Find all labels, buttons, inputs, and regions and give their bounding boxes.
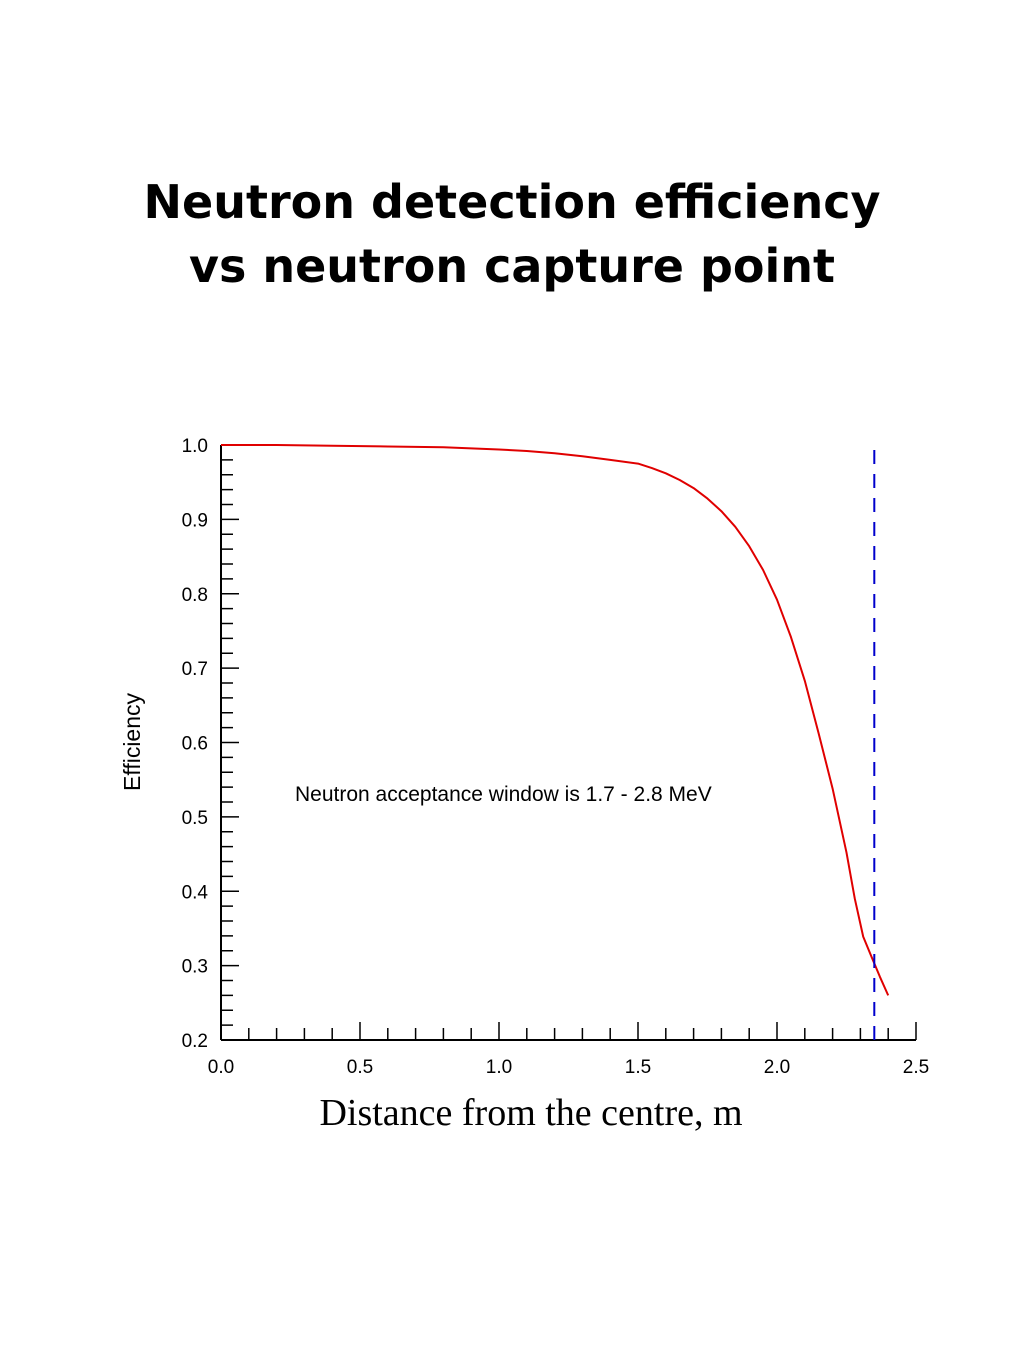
x-tick-label: 0.5 — [347, 1057, 373, 1078]
slide-title-line-1: Neutron detection efficiency — [143, 175, 881, 229]
efficiency-curve — [221, 444, 890, 996]
x-tick-label: 0.0 — [208, 1057, 234, 1078]
x-tick-label: 1.0 — [486, 1057, 512, 1078]
chart-ticks: 0.2 0.3 0.4 0.5 0.6 0.7 0.8 0.9 1.0 0.0 0.5 1.0 1.5 2… — [182, 436, 930, 1078]
y-tick-label: 0.8 — [182, 585, 208, 606]
slide-title: Neutron detection efficiency vs neutron … — [0, 170, 1024, 298]
y-tick-label: 0.5 — [182, 808, 208, 829]
y-tick-label: 0.7 — [182, 659, 208, 680]
x-tick-label: 2.0 — [764, 1057, 790, 1078]
x-axis-title: Distance from the centre, m — [319, 1092, 742, 1134]
y-tick-label: 0.6 — [182, 734, 208, 755]
y-tick-label: 0.9 — [182, 510, 208, 531]
chart-series — [221, 444, 890, 1040]
x-tick-label: 1.5 — [625, 1057, 651, 1078]
y-axis-title: Efficiency — [119, 692, 145, 791]
y-tick-label: 1.0 — [182, 436, 208, 457]
acceptance-window-annotation: Neutron acceptance window is 1.7 - 2.8 M… — [295, 783, 712, 806]
slide-title-line-2: vs neutron capture point — [188, 239, 836, 293]
chart-axes — [220, 445, 916, 1041]
y-tick-label: 0.4 — [182, 882, 209, 903]
y-tick-label: 0.2 — [182, 1031, 208, 1052]
y-tick-label: 0.3 — [182, 957, 208, 978]
x-tick-label: 2.5 — [903, 1057, 929, 1078]
